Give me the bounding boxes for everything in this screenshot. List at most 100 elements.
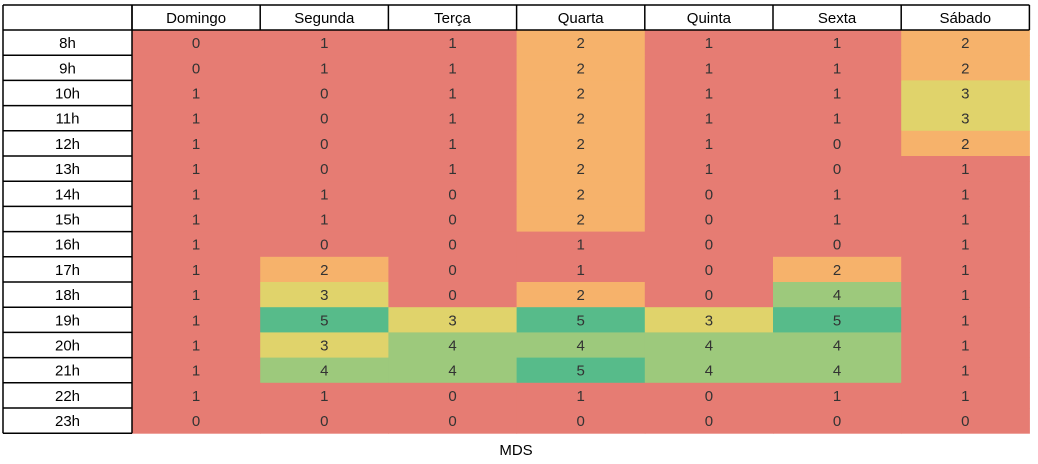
cell-value-label: 1 (833, 60, 841, 77)
cell-value-label: 0 (448, 186, 456, 203)
cell-value-label: 3 (448, 312, 456, 329)
heatmap-cell (901, 206, 1030, 233)
row-header-label: 20h (55, 338, 80, 355)
heatmap-cell (388, 156, 518, 182)
row-header-label: 16h (55, 237, 80, 254)
heatmap-cell (388, 55, 518, 81)
cell-value-label: 0 (833, 237, 841, 254)
heatmap-cell (901, 181, 1030, 207)
row-header-label: 21h (55, 363, 80, 380)
cell-value-label: 0 (320, 136, 328, 153)
heatmap-cell (644, 105, 774, 132)
row-header-label: 13h (55, 161, 80, 178)
cell-value-label: 1 (705, 136, 713, 153)
heatmap-cell (132, 156, 261, 182)
row-header-label: 23h (55, 413, 80, 430)
cell-value-label: 1 (961, 388, 969, 405)
cell-value-label: 1 (448, 86, 456, 103)
row-header-label: 22h (55, 388, 80, 405)
heatmap-cell (901, 231, 1030, 258)
cell-value-label: 5 (577, 312, 585, 329)
cell-value-label: 0 (448, 413, 456, 430)
cell-value-label: 1 (577, 388, 585, 405)
heatmap-cell (901, 105, 1030, 132)
heatmap-cell (132, 282, 261, 308)
cell-value-label: 0 (448, 287, 456, 304)
heatmap-cell (388, 357, 518, 384)
cell-value-label: 0 (448, 262, 456, 279)
cell-value-label: 4 (577, 338, 585, 355)
heatmap-cell (644, 382, 774, 409)
cell-value-label: 2 (577, 111, 585, 128)
heatmap-cell (644, 357, 774, 384)
heatmap-cell (516, 130, 646, 157)
heatmap-cell (773, 256, 902, 283)
cell-value-label: 4 (448, 338, 456, 355)
heatmap-cell (260, 408, 389, 434)
heatmap-cell (773, 206, 902, 233)
heatmap-cell (388, 30, 518, 56)
heatmap-cell (388, 206, 518, 233)
cell-value-label: 0 (577, 413, 585, 430)
heatmap-cell (773, 307, 902, 333)
cell-value-label: 2 (577, 86, 585, 103)
cell-value-label: 0 (192, 60, 200, 77)
row-header-label: 12h (55, 136, 80, 153)
cell-value-label: 5 (320, 312, 328, 329)
cell-value-label: 0 (705, 212, 713, 229)
heatmap-cell (516, 282, 646, 308)
heatmap-cell (773, 282, 902, 308)
cell-value-label: 0 (833, 161, 841, 178)
heatmap-cell (644, 55, 774, 81)
heatmap-cell (773, 382, 902, 409)
column-header-label: Sexta (818, 10, 857, 27)
cell-value-label: 1 (961, 312, 969, 329)
cell-value-label: 1 (448, 136, 456, 153)
cell-value-label: 1 (577, 237, 585, 254)
cell-value-label: 1 (192, 262, 200, 279)
cell-value-label: 1 (192, 186, 200, 203)
cell-value-label: 1 (961, 237, 969, 254)
heatmap-cell (260, 332, 389, 359)
cell-value-label: 0 (705, 388, 713, 405)
heatmap-cell (773, 130, 902, 157)
cell-value-label: 1 (961, 262, 969, 279)
heatmap-cell (132, 130, 261, 157)
cell-value-label: 0 (192, 35, 200, 52)
cell-value-label: 1 (192, 237, 200, 254)
heatmap-cell (773, 357, 902, 384)
cell-value-label: 1 (705, 161, 713, 178)
column-header-label: Domingo (166, 10, 226, 27)
cell-value-label: 3 (320, 338, 328, 355)
cell-value-label: 0 (705, 413, 713, 430)
heatmap-cell (901, 332, 1030, 359)
heatmap-cell (260, 231, 389, 258)
heatmap-cell (773, 181, 902, 207)
heatmap-cell (260, 307, 389, 333)
heatmap-cell (388, 332, 518, 359)
heatmap-cell (260, 105, 389, 132)
heatmap-cell (388, 408, 518, 434)
cell-value-label: 1 (833, 35, 841, 52)
cell-value-label: 4 (705, 338, 713, 355)
cell-value-label: 4 (833, 363, 841, 380)
row-header-label: 10h (55, 86, 80, 103)
cell-value-label: 2 (961, 60, 969, 77)
cell-value-label: 1 (833, 212, 841, 229)
heatmap-cell (901, 307, 1030, 333)
cell-value-label: 1 (705, 111, 713, 128)
row-header-label: 14h (55, 186, 80, 203)
column-header-label: Segunda (294, 10, 355, 27)
heatmap-cell (773, 30, 902, 56)
column-header-label: Quarta (558, 10, 605, 27)
heatmap-cell (132, 181, 261, 207)
cell-value-label: 1 (320, 60, 328, 77)
heatmap-cell (901, 282, 1030, 308)
cell-value-label: 1 (448, 111, 456, 128)
chart-caption: MDS (499, 442, 532, 459)
cell-value-label: 1 (192, 86, 200, 103)
cell-value-label: 1 (705, 60, 713, 77)
cell-value-label: 0 (833, 413, 841, 430)
cell-value-label: 2 (577, 136, 585, 153)
